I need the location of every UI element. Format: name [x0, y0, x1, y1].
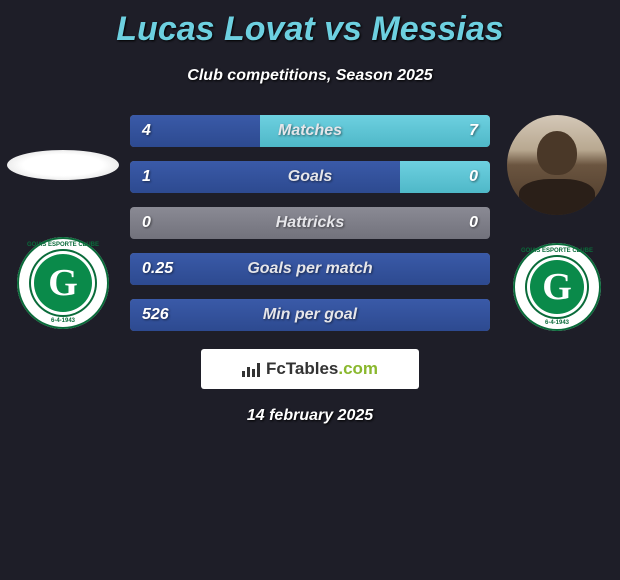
stat-label: Min per goal: [130, 299, 490, 331]
brand-text: FcTables.com: [266, 359, 378, 379]
club-founded-text: 6-4-1943: [545, 320, 569, 326]
stat-row: 526Min per goal: [130, 299, 490, 331]
player-right-club-badge: GOIAS ESPORTE CLUBE G 6-4-1943: [513, 243, 601, 331]
club-name-text: GOIAS ESPORTE CLUBE: [521, 248, 593, 254]
stat-row: 0.25Goals per match: [130, 253, 490, 285]
bar-chart-icon: [242, 361, 262, 377]
player-left-avatar: [7, 150, 119, 180]
stat-label: Matches: [130, 115, 490, 147]
stat-row: 10Goals: [130, 161, 490, 193]
date-label: 14 february 2025: [0, 407, 620, 425]
stat-label: Hattricks: [130, 207, 490, 239]
player-left-club-badge: GOIAS ESPORTE CLUBE G 6-4-1943: [17, 237, 109, 329]
stat-row: 47Matches: [130, 115, 490, 147]
club-name-text: GOIAS ESPORTE CLUBE: [27, 242, 99, 248]
stat-row: 00Hattricks: [130, 207, 490, 239]
comparison-panel: GOIAS ESPORTE CLUBE G 6-4-1943 47Matches…: [0, 115, 620, 331]
player-right-column: GOIAS ESPORTE CLUBE G 6-4-1943: [502, 115, 612, 331]
club-initial: G: [48, 261, 78, 305]
club-initial: G: [542, 265, 572, 309]
stat-label: Goals: [130, 161, 490, 193]
stats-bars: 47Matches 10Goals 00Hattricks 0.25Goals per…: [130, 115, 490, 331]
branding-badge: FcTables.com: [201, 349, 419, 389]
player-right-avatar: [507, 115, 607, 215]
page-title: Lucas Lovat vs Messias: [0, 0, 620, 49]
subtitle: Club competitions, Season 2025: [0, 67, 620, 85]
stat-label: Goals per match: [130, 253, 490, 285]
club-founded-text: 6-4-1943: [51, 318, 75, 324]
player-left-column: GOIAS ESPORTE CLUBE G 6-4-1943: [8, 115, 118, 331]
